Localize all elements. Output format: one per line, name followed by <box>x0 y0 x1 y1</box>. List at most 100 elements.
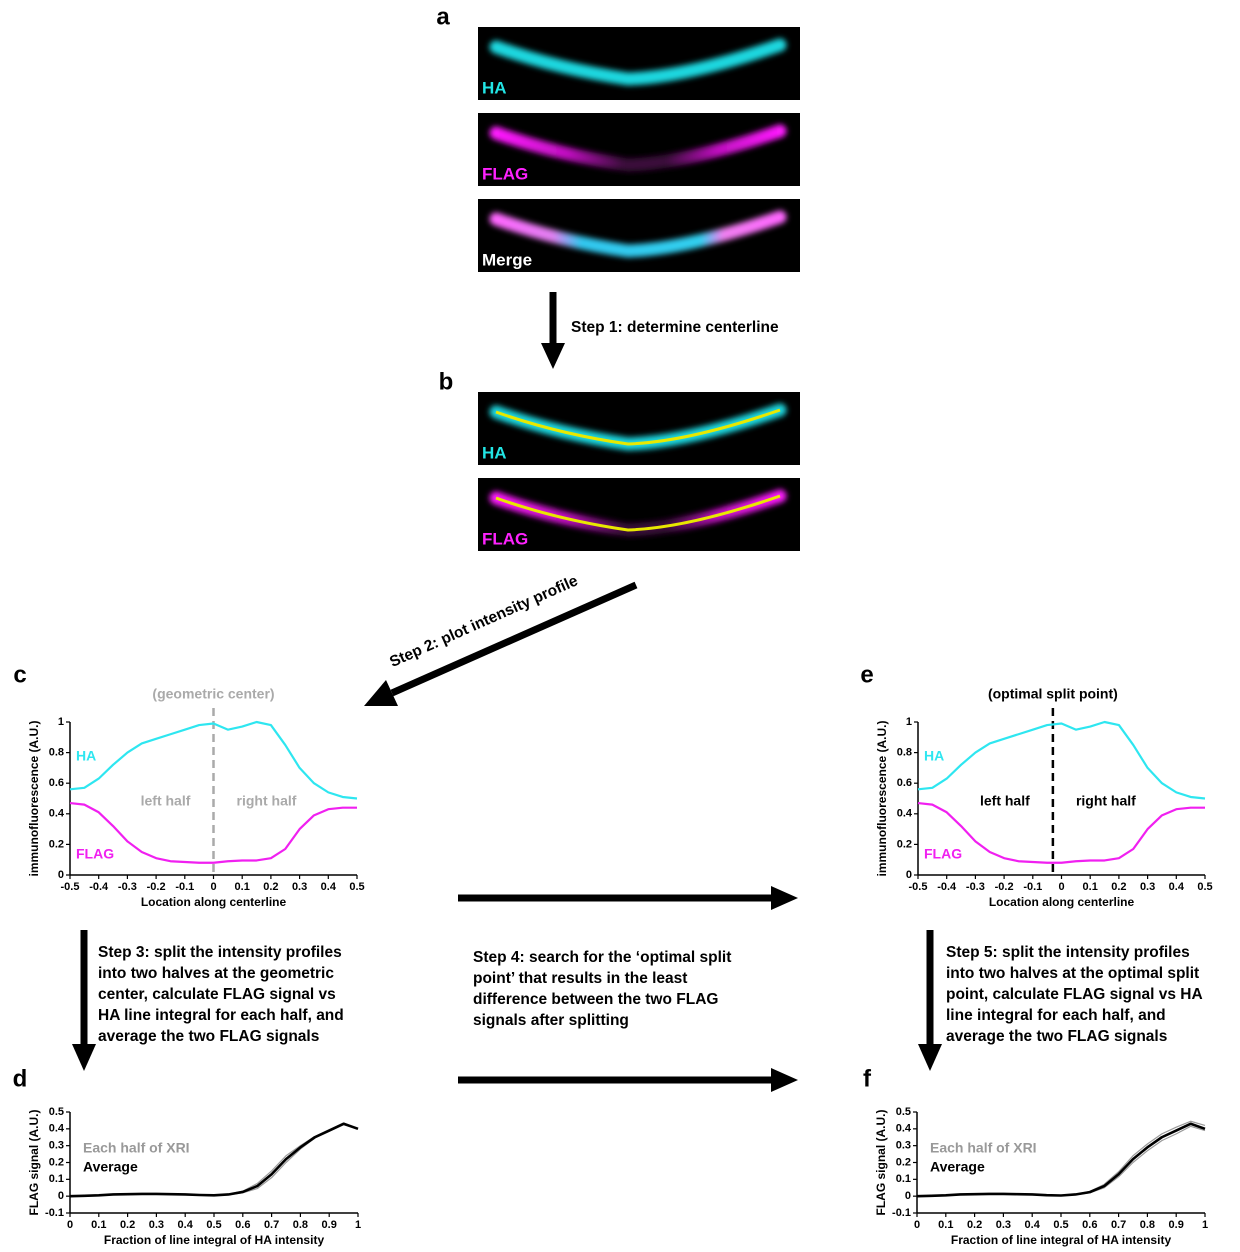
chart: -0.5 -0.4 -0.3 -0.2 -0.1 0 0.1 0.2 0.3 0.4 0.5 0 0.2… <box>27 686 364 909</box>
series-label: FLAG <box>76 846 114 862</box>
x-tick-label: 0.8 <box>293 1219 308 1231</box>
x-tick-label: 0.3 <box>149 1219 164 1231</box>
y-axis-title: FLAG signal (A.U.) <box>27 1110 41 1216</box>
x-tick-label: 0.4 <box>1169 881 1185 893</box>
x-tick-label: 0.9 <box>322 1219 337 1231</box>
series-label: FLAG <box>924 846 962 862</box>
x-tick-label: -0.3 <box>966 881 985 893</box>
x-tick-label: -0.3 <box>118 881 137 893</box>
x-tick-label: 0 <box>210 881 216 893</box>
y-axis-title: immunofluorescence (A.U.) <box>27 720 41 876</box>
x-tick-label: 0.4 <box>178 1219 194 1231</box>
step-text: into two halves at the geometric <box>98 965 334 982</box>
y-tick-label: 0.3 <box>896 1140 911 1152</box>
image-label: Merge <box>482 250 532 269</box>
annotation: (geometric center) <box>152 686 274 702</box>
x-tick-label: 0 <box>1058 881 1064 893</box>
annotation: (optimal split point) <box>988 686 1118 702</box>
image-label: HA <box>482 78 507 97</box>
x-tick-label: -0.5 <box>61 881 80 893</box>
region-label: right half <box>237 793 297 809</box>
y-tick-label: 0.1 <box>896 1173 911 1185</box>
step-text: Step 1: determine centerline <box>571 319 779 336</box>
y-tick-label: 0.8 <box>897 747 912 759</box>
x-tick-label: 1 <box>1202 1219 1208 1231</box>
x-axis-title: Location along centerline <box>141 895 287 909</box>
step-text: difference between the two FLAG <box>473 991 718 1008</box>
x-tick-label: 0.1 <box>235 881 250 893</box>
legend-label: Each half of XRI <box>83 1140 190 1156</box>
x-tick-label: 0 <box>67 1219 73 1231</box>
x-tick-label: 0.2 <box>263 881 278 893</box>
x-tick-label: 0.1 <box>91 1219 106 1231</box>
x-tick-label: -0.5 <box>909 881 928 893</box>
y-tick-label: 0.6 <box>49 777 64 789</box>
legend-label: Average <box>930 1159 985 1175</box>
y-tick-label: -0.1 <box>892 1207 911 1219</box>
legend-label: Each half of XRI <box>930 1140 1037 1156</box>
x-tick-label: 0.5 <box>1053 1219 1068 1231</box>
x-tick-label: 0.6 <box>1082 1219 1097 1231</box>
page: abcdefHAFLAGMergeHAFLAGStep 1: determine… <box>0 0 1240 1252</box>
step-text: Step 4: search for the ‘optimal split <box>473 949 731 966</box>
y-tick-label: -0.1 <box>45 1207 64 1219</box>
step-text: HA line integral for each half, and <box>98 1007 344 1024</box>
panel-label: a <box>436 3 450 30</box>
x-tick-label: 0.2 <box>967 1219 982 1231</box>
step-text: line integral for each half, and <box>946 1007 1166 1024</box>
x-tick-label: 0.1 <box>1083 881 1098 893</box>
figure: abcdefHAFLAGMergeHAFLAGStep 1: determine… <box>0 0 1240 1252</box>
micrograph <box>478 27 800 100</box>
image-label: HA <box>482 443 507 462</box>
x-axis-title: Fraction of line integral of HA intensit… <box>104 1233 325 1247</box>
y-tick-label: 0 <box>58 869 64 881</box>
x-tick-label: 0.3 <box>292 881 307 893</box>
x-tick-label: -0.4 <box>89 881 109 893</box>
step-text: Step 5: split the intensity profiles <box>946 944 1190 961</box>
chart: -0.5-0.4-0.3-0.2-0.100.10.20.30.40.500.2… <box>875 686 1212 909</box>
y-tick-label: 0.4 <box>49 808 65 820</box>
region-label: left half <box>980 793 1030 809</box>
y-tick-label: 0 <box>905 1190 911 1202</box>
x-tick-label: -0.2 <box>147 881 166 893</box>
y-tick-label: 0 <box>906 869 912 881</box>
x-tick-label: 0.9 <box>1169 1219 1184 1231</box>
y-tick-label: 0.4 <box>896 1123 912 1135</box>
x-tick-label: 0.3 <box>996 1219 1011 1231</box>
step-text: Step 3: split the intensity profiles <box>98 944 342 961</box>
x-tick-label: 0.2 <box>120 1219 135 1231</box>
x-tick-label: 0.5 <box>349 881 364 893</box>
x-tick-label: 0.2 <box>1111 881 1126 893</box>
y-tick-label: 0.5 <box>49 1106 64 1118</box>
image-label: FLAG <box>482 529 528 548</box>
y-tick-label: 0.1 <box>49 1173 64 1185</box>
panel-label: f <box>863 1065 872 1092</box>
series-label: HA <box>924 748 944 764</box>
step-text: average the two FLAG signals <box>98 1028 319 1045</box>
series-label: HA <box>76 748 96 764</box>
x-tick-label: 0.7 <box>1111 1219 1126 1231</box>
region-label: left half <box>141 793 191 809</box>
step-text: average the two FLAG signals <box>946 1028 1167 1045</box>
x-tick-label: 0.3 <box>1140 881 1155 893</box>
step-text: center, calculate FLAG signal vs <box>98 986 336 1003</box>
y-tick-label: 0.2 <box>49 838 64 850</box>
image-label: FLAG <box>482 164 528 183</box>
x-axis-title: Fraction of line integral of HA intensit… <box>951 1233 1172 1247</box>
x-tick-label: -0.2 <box>995 881 1014 893</box>
y-tick-label: 1 <box>906 716 912 728</box>
x-tick-label: 0.4 <box>1025 1219 1041 1231</box>
x-tick-label: 1 <box>355 1219 361 1231</box>
x-tick-label: 0 <box>914 1219 920 1231</box>
micrograph <box>478 392 800 465</box>
y-tick-label: 0.3 <box>49 1140 64 1152</box>
y-tick-label: 0 <box>58 1190 64 1202</box>
panel-label: c <box>13 661 26 688</box>
x-tick-label: 0.7 <box>264 1219 279 1231</box>
step-text: point, calculate FLAG signal vs HA <box>946 986 1203 1003</box>
panel-label: e <box>860 661 873 688</box>
x-tick-label: 0.6 <box>235 1219 250 1231</box>
x-tick-label: -0.1 <box>175 881 194 893</box>
